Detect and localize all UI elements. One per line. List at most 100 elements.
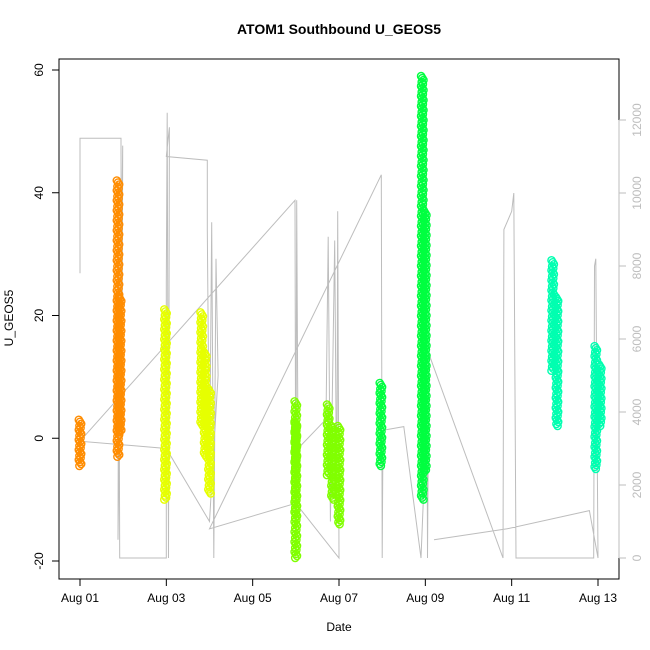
data-point: [592, 460, 601, 470]
data-point: [377, 386, 386, 396]
data-point: [553, 320, 562, 330]
data-point: [205, 473, 215, 482]
y2-tick-label: 12000: [630, 103, 644, 137]
data-point: [292, 515, 301, 525]
x-tick-label: Aug 03: [147, 591, 185, 605]
data-point: [292, 545, 301, 555]
data-point: [418, 89, 428, 99]
y2-tick-label: 2000: [630, 471, 644, 498]
data-point: [596, 397, 606, 407]
data-point: [161, 323, 171, 332]
data-point: [292, 446, 301, 456]
data-point: [161, 493, 171, 502]
data-point: [592, 349, 601, 359]
x-tick-label: Aug 13: [579, 591, 617, 605]
data-point: [377, 437, 386, 446]
data-point: [553, 381, 562, 391]
data-point: [115, 407, 124, 417]
data-point: [421, 265, 431, 274]
y-tick-label: 20: [32, 309, 46, 323]
data-point: [421, 335, 431, 344]
data-point: [335, 489, 344, 499]
data-point: [421, 214, 431, 224]
data-point: [421, 275, 431, 284]
data-point: [377, 406, 386, 416]
data-point: [421, 234, 431, 244]
data-point: [114, 234, 123, 243]
data-point: [115, 394, 125, 403]
y-tick-label: -20: [32, 552, 46, 570]
data-point: [553, 310, 562, 320]
data-point: [76, 423, 85, 433]
data-point: [115, 427, 124, 437]
data-point: [114, 184, 123, 193]
data-point: [418, 179, 428, 189]
data-point: [161, 433, 171, 442]
data-point: [553, 371, 562, 380]
data-point: [418, 109, 428, 119]
data-point: [335, 479, 344, 489]
y2-tick-label: 10000: [630, 176, 644, 210]
data-point: [335, 449, 344, 459]
data-point: [161, 413, 171, 422]
data-point: [324, 408, 334, 417]
data-point: [553, 300, 562, 310]
data-point: [117, 425, 126, 435]
data-point: [116, 320, 125, 330]
data-point: [161, 383, 171, 392]
data-point: [421, 345, 431, 354]
data-point: [205, 412, 215, 422]
data-point: [116, 310, 125, 320]
data-point: [596, 378, 606, 387]
data-point: [596, 407, 606, 417]
data-point: [421, 465, 431, 475]
data-point: [161, 373, 171, 382]
data-point: [421, 315, 431, 324]
data-point: [418, 99, 428, 109]
data-point: [161, 483, 171, 492]
data-point: [421, 355, 431, 364]
data-point: [377, 417, 386, 426]
data-point: [197, 326, 207, 335]
data-point: [421, 385, 431, 395]
data-point: [292, 505, 301, 515]
data-point: [114, 444, 123, 454]
data-point: [201, 366, 211, 375]
data-point: [418, 169, 428, 179]
data-point: [553, 341, 562, 350]
data-point: [114, 224, 123, 233]
data-point: [592, 430, 601, 440]
data-point: [115, 324, 125, 334]
data-point: [421, 224, 431, 234]
data-point: [335, 459, 344, 469]
data-point: [205, 463, 215, 472]
x-axis-label: Date: [326, 620, 352, 634]
data-point: [161, 343, 171, 352]
data-point: [114, 204, 123, 213]
data-point: [553, 361, 562, 370]
data-point: [206, 489, 215, 498]
data-point: [205, 432, 215, 442]
data-point: [205, 402, 215, 412]
data-point: [114, 264, 123, 273]
data-point: [114, 214, 123, 223]
data-point: [292, 426, 301, 436]
data-point: [292, 485, 301, 495]
data-point: [197, 335, 207, 345]
data-point: [421, 455, 431, 465]
data-point: [377, 447, 386, 457]
data-point: [76, 459, 86, 469]
data-point: [292, 456, 301, 465]
data-point: [116, 380, 125, 389]
data-point: [421, 375, 431, 385]
data-point: [116, 409, 125, 419]
x-tick-label: Aug 07: [320, 591, 358, 605]
data-point: [421, 445, 431, 455]
data-point: [419, 467, 429, 477]
data-point: [421, 244, 431, 254]
data-point: [292, 535, 301, 545]
data-point: [201, 356, 211, 365]
chart-title: ATOM1 Southbound U_GEOS5: [237, 21, 441, 37]
data-point: [161, 453, 171, 462]
data-point: [291, 489, 301, 499]
